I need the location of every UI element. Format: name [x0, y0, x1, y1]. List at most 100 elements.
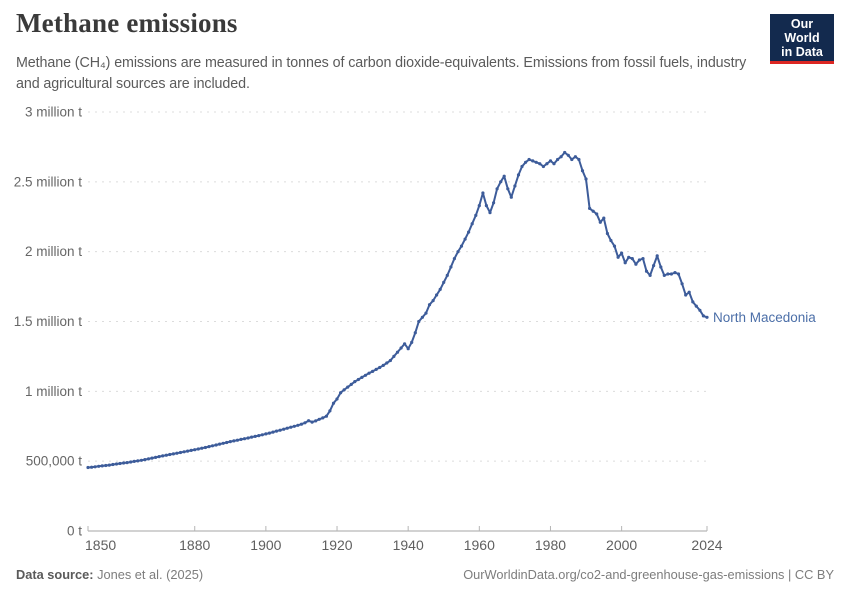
series-point — [449, 265, 453, 269]
owid-logo[interactable]: Our World in Data — [770, 14, 834, 64]
y-axis-tick-label: 1 million t — [25, 384, 82, 399]
series-point — [267, 431, 271, 435]
series-point — [100, 464, 104, 468]
series-point — [178, 450, 183, 455]
series-point — [285, 426, 289, 430]
series-point — [509, 195, 513, 199]
chart-subtitle: Methane (CH₄) emissions are measured in … — [16, 55, 747, 92]
series-point — [644, 269, 649, 273]
series-point — [136, 459, 140, 463]
series-point — [609, 238, 613, 243]
series-point — [634, 262, 638, 266]
series-point — [438, 287, 442, 291]
series-point — [303, 421, 307, 425]
series-point — [456, 250, 460, 254]
series-point — [175, 451, 179, 455]
series-point — [93, 465, 97, 469]
series-point — [97, 464, 101, 468]
series-point — [516, 173, 521, 177]
series-point — [182, 450, 186, 454]
series-point — [328, 409, 332, 413]
series-point — [253, 434, 257, 438]
series-point — [278, 428, 282, 432]
series-point — [186, 449, 190, 453]
x-axis-tick-label: 2000 — [606, 537, 637, 553]
series-point — [435, 293, 439, 297]
series-point — [143, 458, 147, 462]
series-point — [413, 331, 417, 335]
series-point — [627, 255, 631, 259]
series-point — [314, 419, 318, 423]
y-axis-tick-label: 500,000 t — [26, 454, 83, 469]
data-source: Data source: Jones et al. (2025) — [16, 567, 203, 582]
series-point — [260, 433, 264, 437]
series-entity-label[interactable]: North Macedonia — [713, 310, 816, 325]
series-point — [367, 371, 371, 375]
series-point — [452, 257, 456, 261]
series-point — [381, 363, 385, 367]
series-point — [698, 308, 702, 312]
x-axis-tick-label: 1920 — [321, 537, 352, 553]
series-point — [616, 255, 620, 259]
series-point — [573, 155, 578, 159]
series-point — [214, 443, 218, 447]
series-point — [282, 427, 286, 431]
series-point — [541, 164, 546, 169]
x-axis-tick-label: 2024 — [691, 537, 722, 553]
series-point — [527, 157, 531, 162]
series-point — [463, 237, 467, 241]
series-point — [420, 315, 424, 319]
series-point — [150, 456, 154, 460]
series-point — [477, 204, 481, 208]
series-point — [107, 463, 111, 467]
series-point — [232, 439, 236, 443]
series-point — [641, 257, 645, 261]
series-point — [559, 155, 563, 159]
series-point — [360, 375, 364, 379]
series-point — [289, 425, 293, 429]
series-point — [104, 463, 108, 468]
series-point — [410, 340, 414, 344]
series-point — [548, 159, 553, 163]
series-point — [385, 361, 389, 365]
x-axis-tick-label: 1850 — [85, 537, 116, 553]
series-point — [392, 354, 396, 358]
series-point — [403, 342, 407, 346]
series-point — [90, 465, 94, 469]
series-point — [218, 442, 222, 446]
series-point — [659, 265, 663, 269]
series-point — [189, 448, 193, 452]
series-point — [669, 272, 674, 276]
series-point — [324, 414, 328, 418]
series-point — [595, 212, 599, 216]
series-point — [161, 454, 165, 458]
series-point — [335, 397, 339, 401]
series-point — [339, 391, 343, 395]
series-point — [321, 416, 325, 420]
series-point — [118, 461, 122, 466]
series-point — [342, 388, 346, 392]
series-point — [264, 432, 268, 436]
series-point — [242, 437, 247, 441]
series-point — [317, 417, 321, 421]
series-point — [139, 458, 143, 462]
series-point — [193, 448, 197, 452]
series-point — [652, 264, 656, 268]
series-point — [598, 220, 602, 224]
series-point — [637, 258, 642, 262]
series-point — [459, 244, 464, 248]
series-point — [114, 462, 119, 466]
series-point — [648, 273, 652, 277]
series-point — [499, 180, 503, 184]
series-point — [274, 429, 279, 433]
page-title: Methane emissions — [16, 8, 238, 38]
series-point — [122, 461, 126, 465]
series-point — [395, 350, 400, 354]
series-point — [210, 444, 215, 448]
series-point — [292, 424, 296, 428]
series-point — [538, 162, 542, 166]
series-point — [680, 282, 684, 286]
series-point — [196, 447, 200, 451]
